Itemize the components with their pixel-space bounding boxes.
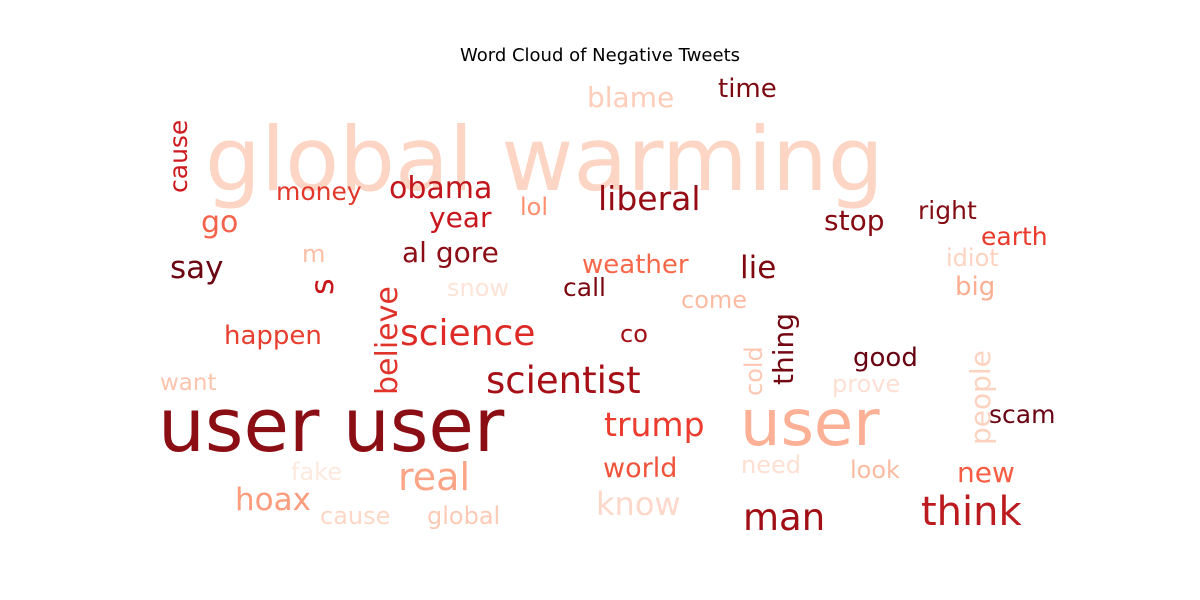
word-global: global bbox=[427, 502, 500, 530]
word-say: say bbox=[170, 250, 224, 286]
word-snow: snow bbox=[447, 274, 509, 302]
word-call: call bbox=[563, 273, 606, 302]
word-real: real bbox=[398, 455, 470, 499]
word-time: time bbox=[718, 74, 777, 104]
word-scientist: scientist bbox=[486, 359, 641, 402]
word-year: year bbox=[429, 201, 492, 234]
word-al-gore: al gore bbox=[402, 236, 499, 269]
word-science: science bbox=[400, 313, 535, 354]
word-lie: lie bbox=[740, 250, 776, 286]
word-believe: believe bbox=[370, 286, 405, 395]
word-world: world bbox=[603, 453, 677, 484]
word-good: good bbox=[853, 343, 918, 373]
word-need: need bbox=[741, 451, 801, 479]
word-people: people bbox=[964, 350, 997, 445]
word-idiot: idiot bbox=[946, 244, 999, 272]
word-fake: fake bbox=[291, 458, 342, 486]
chart-title: Word Cloud of Negative Tweets bbox=[459, 45, 741, 66]
word-stop: stop bbox=[824, 204, 884, 237]
word-scam: scam bbox=[989, 400, 1055, 429]
word-new: new bbox=[957, 456, 1015, 489]
word-go: go bbox=[201, 205, 238, 240]
word-thing: thing bbox=[767, 313, 800, 385]
word-earth: earth bbox=[981, 222, 1048, 251]
word-think: think bbox=[921, 489, 1023, 535]
word-know: know bbox=[596, 485, 681, 523]
word-liberal: liberal bbox=[598, 179, 701, 218]
word-want: want bbox=[160, 370, 217, 396]
word-m: m bbox=[302, 240, 325, 268]
word-co: co bbox=[620, 320, 648, 348]
word-user-user: user user bbox=[158, 383, 505, 469]
word-blame: blame bbox=[587, 81, 674, 114]
word-trump: trump bbox=[604, 405, 705, 444]
word-global-warming: global warming bbox=[205, 108, 884, 211]
word-hoax: hoax bbox=[235, 482, 311, 518]
word-come: come bbox=[681, 286, 747, 314]
word-s: s bbox=[303, 278, 341, 295]
word-weather: weather bbox=[582, 250, 689, 280]
word-cold: cold bbox=[740, 346, 768, 396]
word-big: big bbox=[955, 272, 995, 302]
word-money: money bbox=[276, 177, 362, 206]
word-user: user bbox=[740, 387, 880, 461]
word-prove: prove bbox=[832, 370, 900, 398]
word-cause: cause bbox=[320, 502, 390, 530]
word-man: man bbox=[743, 496, 825, 539]
word-lol: lol bbox=[520, 193, 548, 221]
word-obama: obama bbox=[389, 171, 492, 206]
word-right: right bbox=[918, 196, 977, 225]
word-happen: happen bbox=[224, 321, 322, 351]
word-cause: cause bbox=[164, 120, 193, 193]
word-look: look bbox=[850, 456, 900, 484]
